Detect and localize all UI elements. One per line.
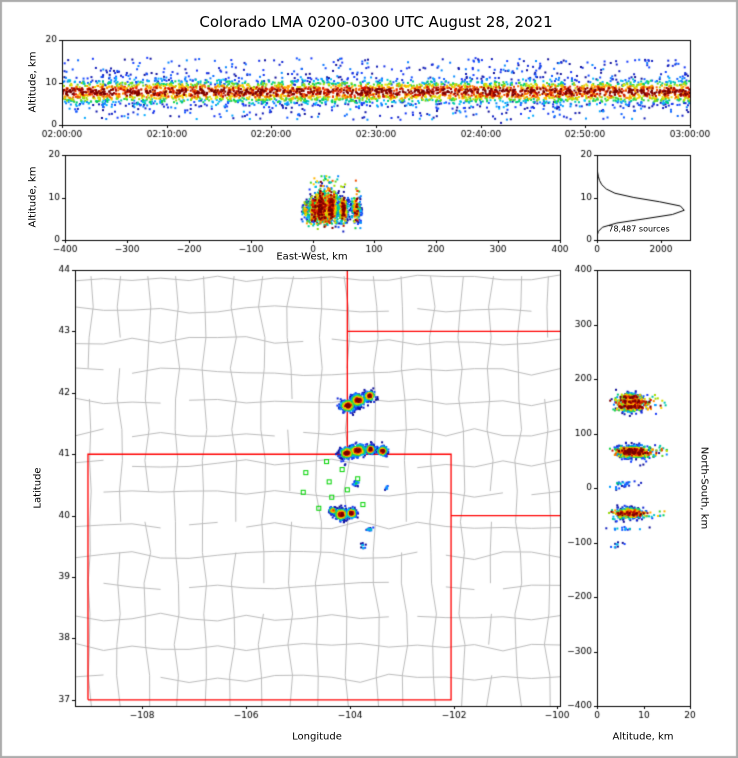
lma-figure: Colorado LMA 0200-0300 UTC August 28, 20… (0, 0, 738, 758)
lma-plot-canvas (0, 0, 738, 758)
